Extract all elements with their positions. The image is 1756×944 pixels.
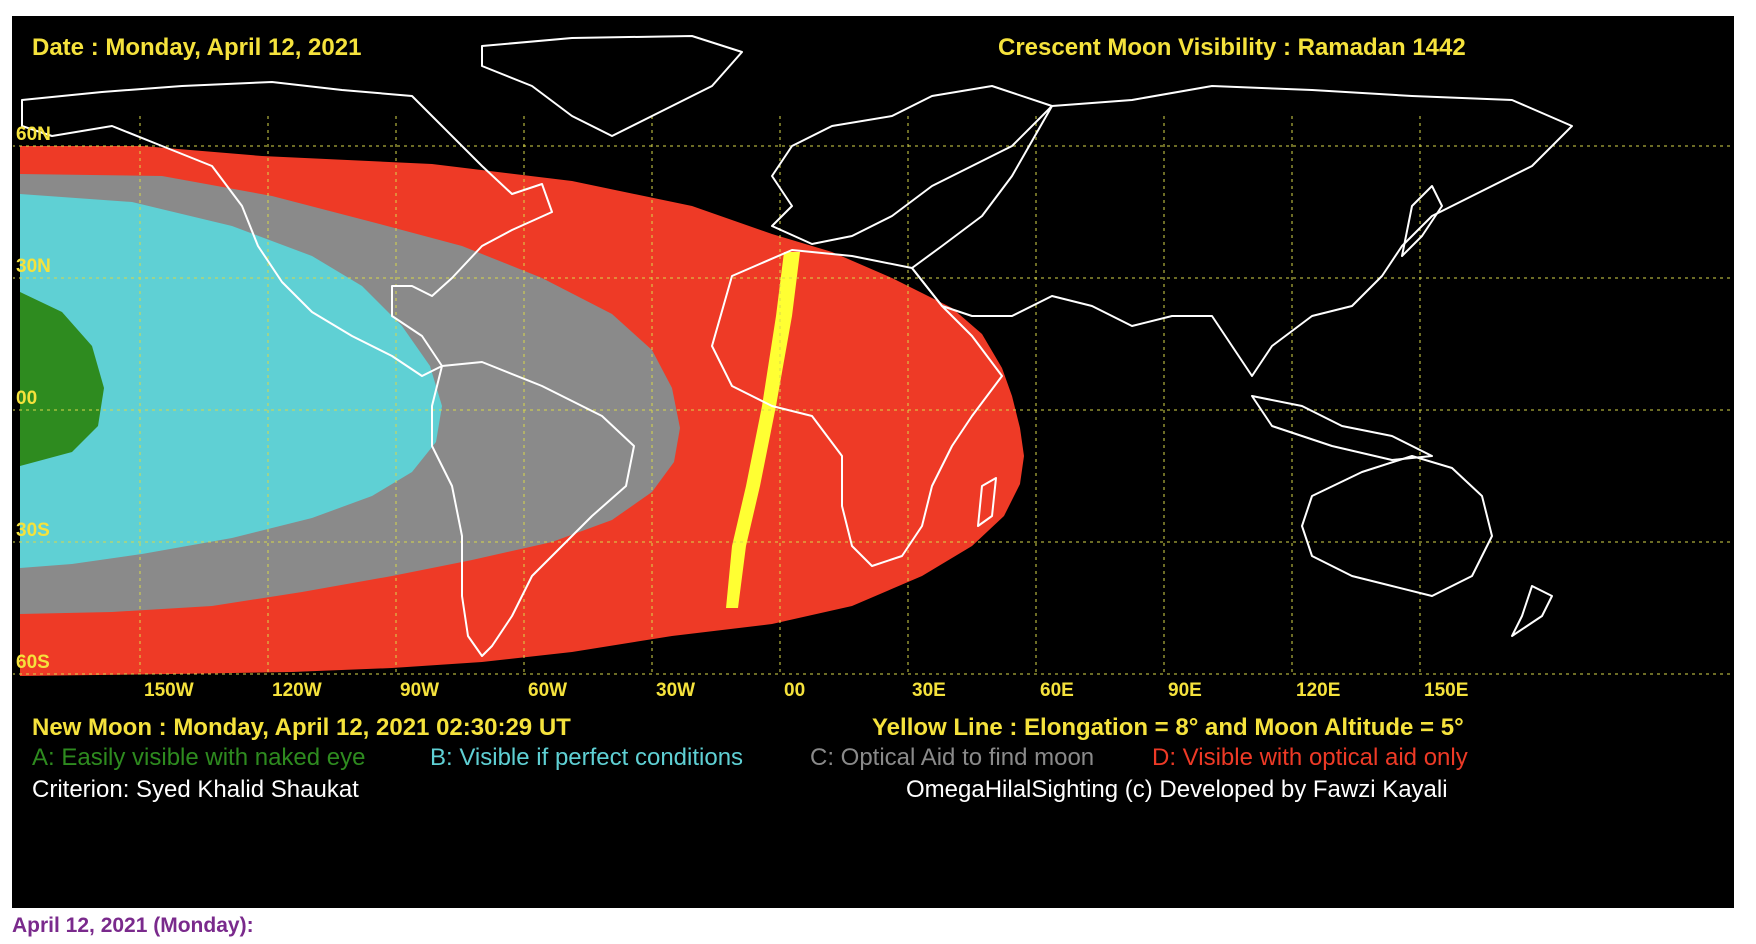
greenland-outline [481,35,743,137]
lon-label-60e: 60E [1040,680,1074,701]
lon-label-120w: 120W [272,680,322,701]
lon-label-120e: 120E [1296,680,1341,701]
yellow-line-band [726,252,800,608]
lon-label-00: 00 [784,680,806,701]
lon-label-60w: 60W [528,680,568,701]
map-title: Crescent Moon Visibility : Ramadan 1442 [998,34,1466,61]
page-caption: April 12, 2021 (Monday): [12,914,254,937]
asia-outline [911,85,1573,377]
legend-d: D: Visible with optical aid only [1152,744,1468,771]
new-zealand-outline [1511,585,1553,637]
zone-a-region [20,292,104,466]
lon-label-150e: 150E [1424,680,1469,701]
lat-label-30s: 30S [16,520,50,541]
legend-c: C: Optical Aid to find moon [810,744,1095,771]
coastlines [21,35,1573,657]
lon-label-30w: 30W [656,680,696,701]
yellow-line-label: Yellow Line : Elongation = 8° and Moon A… [872,714,1464,741]
lat-label-equator: 00 [16,388,38,409]
lon-label-90e: 90E [1168,680,1202,701]
visibility-map: Date : Monday, April 12, 2021 Crescent M… [12,16,1734,908]
japan-outline [1401,185,1443,257]
graticule [12,116,1734,676]
map-border [12,16,1734,908]
legend-b: B: Visible if perfect conditions [430,744,744,771]
lat-label-30n: 30N [16,256,51,277]
legend-a: A: Easily visible with naked eye [32,744,366,771]
europe-outline [771,85,1053,245]
north-america-outline [21,81,553,377]
new-moon-label: New Moon : Monday, April 12, 2021 02:30:… [32,714,571,741]
lat-label-60n: 60N [16,124,51,145]
madagascar-outline [977,477,997,527]
lat-label-60s: 60S [16,652,50,673]
indonesia-outline [1251,395,1433,461]
criterion-label: Criterion: Syed Khalid Shaukat [32,776,359,803]
lon-label-90w: 90W [400,680,440,701]
lon-label-30e: 30E [912,680,946,701]
south-america-outline [431,361,635,657]
credit-label: OmegaHilalSighting (c) Developed by Fawz… [906,776,1448,803]
australia-outline [1301,455,1493,597]
zone-b-region [20,194,442,568]
map-canvas [12,16,1734,908]
lon-label-150w: 150W [144,680,194,701]
date-label: Date : Monday, April 12, 2021 [32,34,362,61]
